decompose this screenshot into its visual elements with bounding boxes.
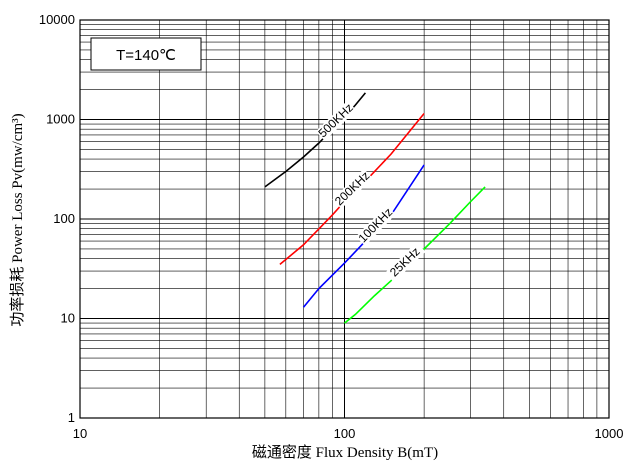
y-tick-label: 100 [53, 211, 75, 226]
y-tick-label: 10 [61, 311, 75, 326]
series-label-100khz: 100KHz [355, 205, 395, 245]
x-tick-label: 100 [334, 426, 356, 441]
x-tick-labels: 10 100 1000 [73, 426, 624, 441]
series-label-200khz: 200KHz [332, 169, 372, 209]
series-label-background [332, 168, 373, 209]
series-label-background [355, 205, 396, 246]
plot-frame [79, 19, 610, 419]
series-line-100khz [302, 164, 425, 308]
series-label-25khz: 25KHz [387, 244, 423, 279]
x-tick-label: 10 [73, 426, 87, 441]
y-tick-label: 1 [68, 410, 75, 425]
y-tick-labels: 1 10 100 1000 10000 [39, 12, 75, 425]
y-tick-label: 1000 [46, 112, 75, 127]
y-tick-label: 10000 [39, 12, 75, 27]
temperature-label: T=140℃ [116, 47, 176, 64]
series-label-background [384, 242, 426, 283]
x-axis-title: 磁通密度 Flux Density B(mT) [252, 444, 438, 461]
y-axis-title: 功率损耗 Power Loss Pv(mw/cm³) [9, 113, 26, 326]
series-label-background [315, 100, 357, 141]
x-tick-label: 1000 [595, 426, 624, 441]
series-label-500khz: 500KHz [315, 101, 355, 141]
temperature-annotation: T=140℃ [90, 37, 202, 71]
